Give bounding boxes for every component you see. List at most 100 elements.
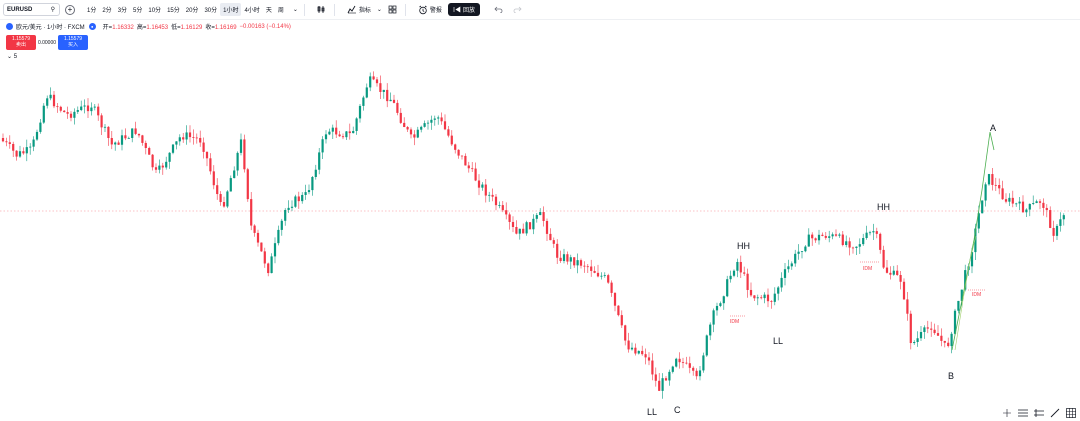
interval-3[interactable]: 5分 — [133, 8, 143, 14]
candle-body — [420, 126, 423, 130]
candle-body — [1015, 203, 1018, 205]
candle-body — [518, 228, 521, 234]
candle-body — [964, 270, 967, 290]
candle-body — [862, 237, 865, 245]
candle-body — [498, 205, 501, 206]
replay-button[interactable]: 回放 — [447, 3, 480, 16]
candle-body — [481, 184, 484, 188]
candle-body — [807, 234, 810, 247]
candle-body — [981, 200, 984, 214]
candle-body — [151, 154, 154, 168]
candle-body — [239, 139, 243, 153]
search-icon: ⚲ — [50, 7, 55, 13]
interval-dropdown-icon[interactable]: ⌄ — [292, 7, 298, 13]
candle-body — [576, 260, 579, 266]
buy-button[interactable]: 1.15579 买入 — [58, 35, 88, 50]
candle-body — [936, 333, 940, 336]
alerts-button[interactable]: 警报 — [418, 5, 442, 15]
interval-2[interactable]: 3分 — [117, 8, 128, 14]
candle-body — [549, 233, 552, 241]
candle-body — [668, 371, 671, 381]
interval-7[interactable]: 30分 — [204, 8, 218, 14]
compare-add-icon[interactable]: + — [65, 4, 75, 15]
table-grid-icon[interactable] — [1066, 408, 1076, 418]
candle-body — [165, 161, 168, 168]
candle-body — [528, 222, 532, 230]
interval-selector: 1分 2分 3分 5分 10分 15分 20分 30分 1小时 4小时天周 — [84, 3, 287, 16]
chart-type-button[interactable] — [317, 5, 328, 14]
candle-body — [464, 155, 467, 166]
candle-body — [158, 165, 161, 170]
indicator-collapse-toggle[interactable]: ⌄ 5 — [7, 54, 18, 60]
candle-body — [188, 132, 192, 138]
candle-body — [909, 313, 912, 344]
candle-body — [141, 135, 144, 143]
candle-body — [562, 254, 566, 262]
interval-10[interactable]: 天 — [265, 8, 272, 14]
indicators-button[interactable]: 指标 — [347, 5, 371, 14]
candle-body — [817, 234, 821, 241]
candle-body — [882, 249, 885, 268]
legend-change: −0.00163 (−0.14%) — [239, 23, 291, 30]
candle-body — [783, 269, 787, 278]
interval-0[interactable]: 1分 — [87, 8, 97, 14]
candle-body — [641, 350, 644, 355]
candle-body — [73, 111, 76, 118]
annotation-idm-7: IDM — [730, 319, 739, 325]
annotation-b-6: B — [948, 371, 954, 381]
sell-button[interactable]: 1.15579 卖出 — [6, 35, 36, 50]
candle-body — [335, 127, 338, 135]
symbol-search[interactable]: EURUSD ⚲ — [3, 3, 60, 16]
candle-body — [185, 132, 188, 140]
candle-body — [770, 301, 773, 302]
candle-body — [858, 244, 861, 247]
candle-body — [219, 194, 222, 203]
annotation-idm-9: IDM — [972, 292, 981, 298]
candle-body — [729, 275, 732, 280]
trend-line-icon[interactable] — [1050, 408, 1060, 418]
candle-body — [627, 340, 630, 350]
candle-body — [161, 165, 164, 168]
candle-body — [957, 300, 960, 311]
interval-11[interactable]: 周 — [277, 8, 284, 14]
interval-1[interactable]: 2分 — [102, 8, 112, 14]
candle-body — [991, 174, 994, 185]
candle-body — [256, 232, 260, 243]
candle-body — [39, 122, 42, 132]
candle-body — [229, 178, 232, 192]
cursor-icon[interactable] — [1002, 408, 1012, 418]
candle-body — [100, 115, 103, 128]
interval-5[interactable]: 15分 — [167, 8, 180, 14]
alarm-clock-icon — [419, 5, 427, 14]
candle-body — [692, 367, 695, 371]
interval-4[interactable]: 10分 — [148, 8, 162, 14]
candle-body — [127, 137, 130, 139]
chart-legend: 欧元/美元 · 1小时 · FXCM ● 开=1.16332 高=1.16453… — [6, 22, 291, 31]
candle-body — [522, 228, 525, 234]
divider — [333, 3, 335, 16]
candle-body — [399, 112, 402, 123]
candle-body — [382, 89, 385, 92]
interval-9[interactable]: 4小时 — [244, 8, 260, 14]
candle-body — [277, 229, 280, 244]
candle-body — [263, 251, 266, 264]
indicators-dropdown-icon[interactable]: ⌄ — [376, 7, 382, 13]
candle-body — [22, 151, 25, 154]
horizontal-lines-icon[interactable] — [1018, 408, 1028, 418]
candle-body — [804, 246, 807, 252]
candle-body — [566, 254, 569, 262]
layout-button[interactable] — [388, 5, 399, 14]
interval-8[interactable]: 1小时 — [220, 3, 242, 16]
candle-body — [171, 144, 175, 153]
candle-body — [1025, 209, 1028, 213]
candle-body — [246, 169, 249, 200]
parallel-channel-icon[interactable] — [1034, 408, 1044, 418]
candle-body — [889, 272, 892, 275]
redo-icon[interactable] — [513, 6, 524, 13]
candle-body — [348, 131, 351, 134]
interval-6[interactable]: 20分 — [185, 8, 199, 14]
undo-icon[interactable] — [494, 6, 505, 13]
candle-body — [250, 199, 253, 226]
candle-body — [746, 273, 749, 290]
